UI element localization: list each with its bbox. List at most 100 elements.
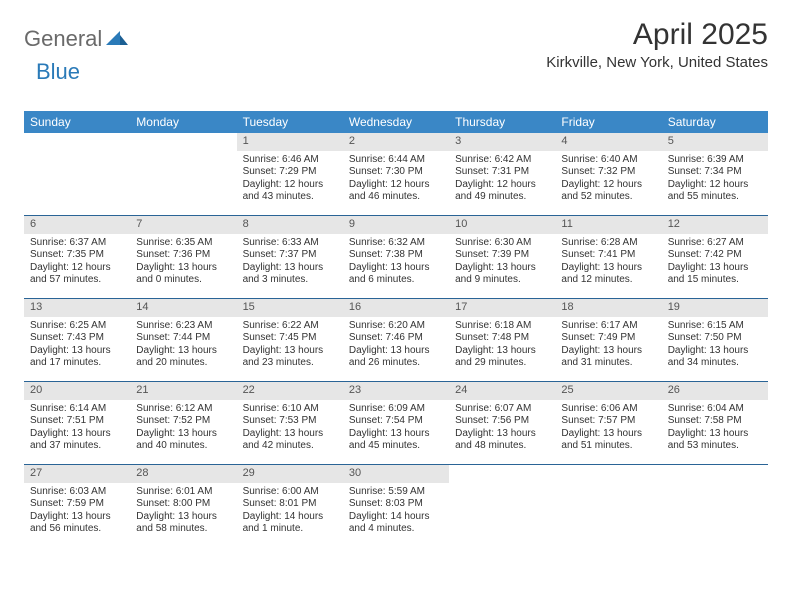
day-body: Sunrise: 6:28 AMSunset: 7:41 PMDaylight:… [555, 234, 661, 291]
dow-sunday: Sunday [24, 111, 130, 133]
day-cell: 11Sunrise: 6:28 AMSunset: 7:41 PMDayligh… [555, 216, 661, 298]
day-number [130, 133, 236, 137]
day-cell: 6Sunrise: 6:37 AMSunset: 7:35 PMDaylight… [24, 216, 130, 298]
day-number [555, 465, 661, 469]
sunset-text: Sunset: 8:01 PM [243, 498, 337, 511]
daylight-text: Daylight: 14 hours and 4 minutes. [349, 511, 443, 536]
day-number: 17 [449, 299, 555, 317]
dow-wednesday: Wednesday [343, 111, 449, 133]
day-cell: 1Sunrise: 6:46 AMSunset: 7:29 PMDaylight… [237, 133, 343, 215]
daylight-text: Daylight: 13 hours and 15 minutes. [668, 262, 762, 287]
day-cell: 5Sunrise: 6:39 AMSunset: 7:34 PMDaylight… [662, 133, 768, 215]
week-row: 1Sunrise: 6:46 AMSunset: 7:29 PMDaylight… [24, 133, 768, 216]
sunset-text: Sunset: 7:39 PM [455, 249, 549, 262]
day-cell: 20Sunrise: 6:14 AMSunset: 7:51 PMDayligh… [24, 382, 130, 464]
day-body: Sunrise: 6:22 AMSunset: 7:45 PMDaylight:… [237, 317, 343, 374]
daylight-text: Daylight: 13 hours and 53 minutes. [668, 428, 762, 453]
sunset-text: Sunset: 7:42 PM [668, 249, 762, 262]
week-row: 27Sunrise: 6:03 AMSunset: 7:59 PMDayligh… [24, 465, 768, 547]
day-number [662, 465, 768, 469]
day-body: Sunrise: 6:04 AMSunset: 7:58 PMDaylight:… [662, 400, 768, 457]
day-number: 2 [343, 133, 449, 151]
day-number: 15 [237, 299, 343, 317]
day-cell: 21 Sunrise: 6:12 AMSunset: 7:52 PMDayligh… [130, 382, 236, 464]
week-row: 20Sunrise: 6:14 AMSunset: 7:51 PMDayligh… [24, 382, 768, 465]
sunrise-text: Sunrise: 6:37 AM [30, 237, 124, 250]
sunrise-text: Sunrise: 6:03 AM [30, 486, 124, 499]
day-cell: 22Sunrise: 6:10 AMSunset: 7:53 PMDayligh… [237, 382, 343, 464]
sunset-text: Sunset: 7:30 PM [349, 166, 443, 179]
day-cell: 15Sunrise: 6:22 AMSunset: 7:45 PMDayligh… [237, 299, 343, 381]
day-cell: 25Sunrise: 6:06 AMSunset: 7:57 PMDayligh… [555, 382, 661, 464]
day-body: Sunrise: 6:32 AMSunset: 7:38 PMDaylight:… [343, 234, 449, 291]
day-body: Sunrise: 6:07 AMSunset: 7:56 PMDaylight:… [449, 400, 555, 457]
sunset-text: Sunset: 7:49 PM [561, 332, 655, 345]
sunrise-text: Sunrise: 6:44 AM [349, 154, 443, 167]
day-body: Sunrise: 6:37 AMSunset: 7:35 PMDaylight:… [24, 234, 130, 291]
month-title: April 2025 [546, 18, 768, 52]
day-body: Sunrise: 6:30 AMSunset: 7:39 PMDaylight:… [449, 234, 555, 291]
day-number: 1 [237, 133, 343, 151]
daylight-text: Daylight: 12 hours and 57 minutes. [30, 262, 124, 287]
sunrise-text: Sunrise: 6:00 AM [243, 486, 337, 499]
day-body: Sunrise: 6:01 AMSunset: 8:00 PMDaylight:… [130, 483, 236, 540]
daylight-text: Daylight: 13 hours and 37 minutes. [30, 428, 124, 453]
daylight-text: Daylight: 14 hours and 1 minute. [243, 511, 337, 536]
day-number: 22 [237, 382, 343, 400]
daylight-text: Daylight: 13 hours and 56 minutes. [30, 511, 124, 536]
sunrise-text: Sunrise: 6:28 AM [561, 237, 655, 250]
day-number: 23 [343, 382, 449, 400]
day-number [449, 465, 555, 469]
day-number: 16 [343, 299, 449, 317]
day-number: 18 [555, 299, 661, 317]
daylight-text: Daylight: 13 hours and 6 minutes. [349, 262, 443, 287]
weeks-container: 1Sunrise: 6:46 AMSunset: 7:29 PMDaylight… [24, 133, 768, 547]
day-number: 25 [555, 382, 661, 400]
brand-part2: Blue [36, 59, 80, 84]
day-body: Sunrise: 6:20 AMSunset: 7:46 PMDaylight:… [343, 317, 449, 374]
daylight-text: Daylight: 13 hours and 42 minutes. [243, 428, 337, 453]
sunset-text: Sunset: 7:52 PM [136, 415, 230, 428]
week-row: 6Sunrise: 6:37 AMSunset: 7:35 PMDaylight… [24, 216, 768, 299]
dow-tuesday: Tuesday [237, 111, 343, 133]
sunrise-text: Sunrise: 6:12 AM [136, 403, 230, 416]
day-number: 20 [24, 382, 130, 400]
day-number: 13 [24, 299, 130, 317]
day-number: 8 [237, 216, 343, 234]
sunrise-text: Sunrise: 6:40 AM [561, 154, 655, 167]
sunset-text: Sunset: 7:48 PM [455, 332, 549, 345]
day-body: Sunrise: 6:40 AMSunset: 7:32 PMDaylight:… [555, 151, 661, 208]
day-cell: 28Sunrise: 6:01 AMSunset: 8:00 PMDayligh… [130, 465, 236, 547]
day-number: 7 [130, 216, 236, 234]
daylight-text: Daylight: 13 hours and 40 minutes. [136, 428, 230, 453]
day-cell [662, 465, 768, 547]
day-cell: 2Sunrise: 6:44 AMSunset: 7:30 PMDaylight… [343, 133, 449, 215]
day-number: 21 [130, 382, 236, 400]
daylight-text: Daylight: 13 hours and 45 minutes. [349, 428, 443, 453]
day-cell: 4Sunrise: 6:40 AMSunset: 7:32 PMDaylight… [555, 133, 661, 215]
daylight-text: Daylight: 13 hours and 31 minutes. [561, 345, 655, 370]
day-cell: 7Sunrise: 6:35 AMSunset: 7:36 PMDaylight… [130, 216, 236, 298]
day-number: 19 [662, 299, 768, 317]
sunrise-text: Sunrise: 6:06 AM [561, 403, 655, 416]
dow-friday: Friday [555, 111, 661, 133]
sunrise-text: Sunrise: 6:33 AM [243, 237, 337, 250]
day-body: Sunrise: 6:03 AMSunset: 7:59 PMDaylight:… [24, 483, 130, 540]
day-number: 27 [24, 465, 130, 483]
day-number: 29 [237, 465, 343, 483]
daylight-text: Daylight: 13 hours and 3 minutes. [243, 262, 337, 287]
day-cell [130, 133, 236, 215]
day-cell: 19Sunrise: 6:15 AMSunset: 7:50 PMDayligh… [662, 299, 768, 381]
day-body: Sunrise: 6:18 AMSunset: 7:48 PMDaylight:… [449, 317, 555, 374]
day-cell: 26Sunrise: 6:04 AMSunset: 7:58 PMDayligh… [662, 382, 768, 464]
day-number: 30 [343, 465, 449, 483]
sunrise-text: Sunrise: 6:07 AM [455, 403, 549, 416]
day-number: 4 [555, 133, 661, 151]
sunrise-text: Sunrise: 6:25 AM [30, 320, 124, 333]
daylight-text: Daylight: 13 hours and 12 minutes. [561, 262, 655, 287]
sunset-text: Sunset: 7:44 PM [136, 332, 230, 345]
day-number: 24 [449, 382, 555, 400]
daylight-text: Daylight: 13 hours and 17 minutes. [30, 345, 124, 370]
day-body: Sunrise: 6:44 AMSunset: 7:30 PMDaylight:… [343, 151, 449, 208]
day-body: Sunrise: 6:39 AMSunset: 7:34 PMDaylight:… [662, 151, 768, 208]
